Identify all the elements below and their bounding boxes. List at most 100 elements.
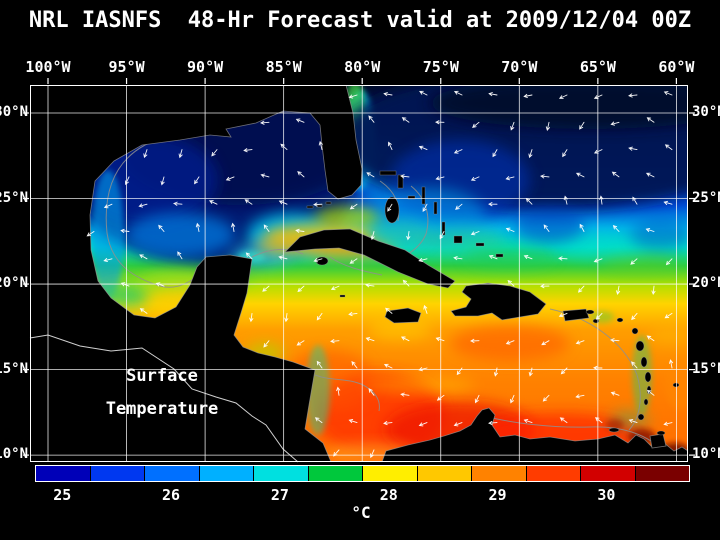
current-vector [173, 201, 183, 206]
current-vector [575, 340, 585, 345]
current-vector [630, 258, 638, 265]
current-vector [295, 118, 305, 123]
current-vector [385, 307, 393, 314]
island [315, 256, 329, 266]
current-vector [365, 337, 375, 342]
current-vector [663, 200, 673, 205]
current-vector [435, 337, 445, 342]
colorbar-tick-label: 28 [379, 486, 398, 504]
island [316, 204, 323, 208]
current-vector [103, 258, 113, 263]
plot-title: NRL IASNFS 48-Hr Forecast valid at 2009/… [28, 8, 692, 33]
caption-line-surface: Surface [126, 366, 198, 386]
colorbar-tick-labels: 25 26 27 28 29 30 [35, 486, 688, 504]
current-vector [616, 285, 621, 295]
island [475, 242, 485, 247]
current-vector [541, 340, 550, 346]
current-vector [579, 223, 585, 232]
current-vector [593, 149, 603, 154]
current-vector [474, 394, 480, 404]
current-vector [628, 146, 638, 151]
current-vector [400, 174, 410, 179]
colorbar-segment [635, 466, 689, 481]
colorbar-tick-label: 30 [597, 486, 616, 504]
current-vector [523, 418, 533, 424]
lon-label: 85°W [265, 58, 302, 76]
current-vector [143, 149, 148, 159]
colorbar-segment [145, 466, 200, 481]
current-vector [263, 340, 270, 348]
current-vector [383, 92, 393, 97]
current-vector [103, 203, 113, 209]
map-frame [30, 85, 688, 462]
colorbar-segment [90, 466, 145, 481]
current-vector [560, 367, 568, 375]
current-vector [418, 422, 428, 427]
island [379, 170, 397, 176]
current-vector [120, 282, 130, 287]
island [397, 174, 404, 189]
current-vector [523, 93, 533, 99]
current-vector [211, 149, 218, 157]
lon-label: 95°W [108, 58, 145, 76]
current-vector [611, 171, 620, 178]
current-vector [296, 340, 305, 346]
current-vector [456, 367, 463, 376]
current-vector [348, 94, 358, 99]
current-vector [542, 394, 550, 402]
current-vector [595, 312, 603, 320]
lon-label: 100°W [25, 58, 71, 76]
island [306, 205, 314, 209]
current-vector [418, 367, 428, 372]
current-vector [575, 394, 585, 399]
current-vector [260, 173, 270, 178]
island [407, 195, 416, 200]
current-vector [651, 285, 656, 296]
current-vector [631, 312, 638, 321]
current-vector [194, 176, 200, 185]
current-vector [260, 120, 270, 125]
current-vector [406, 231, 411, 241]
current-vector [138, 203, 148, 208]
current-vector [612, 225, 620, 232]
current-vector [470, 338, 480, 343]
sst-map [23, 78, 695, 463]
current-vector [663, 91, 673, 96]
current-vector [632, 196, 638, 205]
current-vector [436, 394, 445, 401]
colorbar-segment [199, 466, 254, 481]
current-vector [577, 285, 585, 293]
lat-label-left: 20°N [0, 275, 28, 291]
current-vector [139, 254, 148, 260]
current-vector [631, 361, 638, 369]
current-vector [418, 145, 428, 151]
colorbar-tick-label: 27 [270, 486, 289, 504]
current-vector [297, 285, 305, 293]
current-vector [507, 279, 515, 287]
current-vector [525, 197, 533, 205]
current-vector [280, 143, 288, 151]
lat-label-left: 10°N [0, 446, 28, 463]
current-vector [278, 255, 288, 260]
current-vector [472, 121, 480, 129]
current-vector [124, 176, 130, 186]
colorbar-segment [363, 466, 418, 481]
current-vector [243, 148, 253, 153]
current-vector-arrows [86, 90, 674, 459]
current-vector [579, 121, 585, 130]
lat-label-right: 15°N [692, 360, 720, 377]
current-vector [383, 421, 393, 426]
current-vector [435, 176, 445, 181]
current-vector [540, 174, 550, 179]
land-masses [30, 85, 688, 462]
current-vector [505, 340, 515, 345]
current-vector [244, 199, 253, 205]
lat-label-right: 25°N [692, 189, 720, 206]
current-vector [316, 312, 323, 321]
current-vector [86, 231, 95, 237]
graticule [23, 78, 695, 462]
island [631, 327, 639, 335]
current-vector [284, 312, 289, 323]
land-mass [30, 85, 363, 462]
